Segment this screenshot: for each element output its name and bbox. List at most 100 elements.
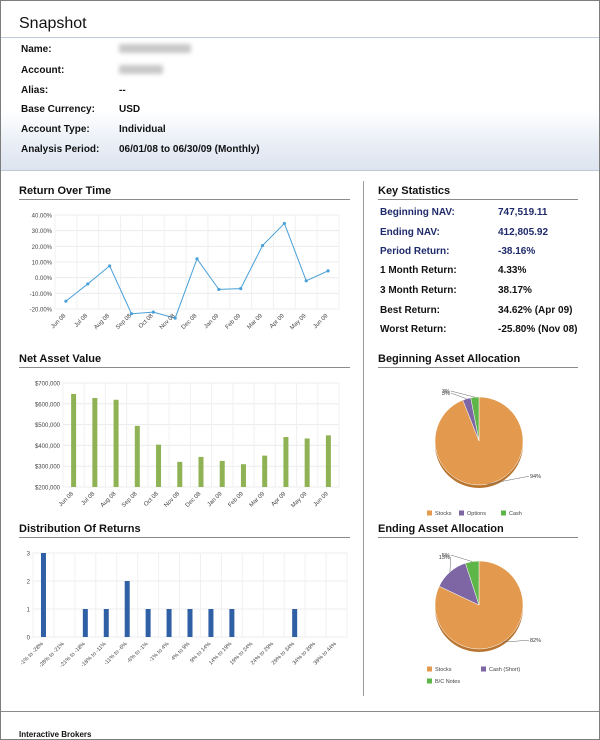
x-tick-label: Oct 08 xyxy=(143,491,160,508)
legend-swatch xyxy=(459,510,464,516)
x-tick-label: Sep 08 xyxy=(115,313,133,331)
x-tick-label: 39% to 44% xyxy=(313,641,338,666)
return-data-point xyxy=(282,221,286,226)
stat-label: Beginning NAV: xyxy=(380,207,455,218)
slice-label: 82% xyxy=(530,638,541,644)
return-data-point xyxy=(304,279,308,283)
section-ending-asset-allocation: Ending Asset Allocation xyxy=(378,523,578,538)
distribution-bar xyxy=(166,609,172,637)
footer-divider xyxy=(1,711,599,712)
slice-leader-line xyxy=(502,639,530,643)
x-tick-label: Apr 09 xyxy=(271,491,288,508)
account-value: -- xyxy=(119,85,126,96)
return-data-point xyxy=(239,287,243,291)
nav-bar xyxy=(304,438,310,487)
nav-bar xyxy=(113,399,119,487)
x-tick-label: Mar 09 xyxy=(246,313,264,331)
x-tick-label: Jun 08 xyxy=(58,491,75,508)
nav-bar xyxy=(283,437,289,487)
stat-value: 34.62% (Apr 09) xyxy=(498,305,573,316)
stat-label: Worst Return: xyxy=(380,324,447,335)
legend-label: Stocks xyxy=(435,667,452,673)
x-tick-label: -1% to 4% xyxy=(148,641,170,663)
section-return-over-time: Return Over Time xyxy=(19,185,350,200)
return-over-time-chart: 40.00% 30.00% 20.00% 10.00% 0.00% -10.00% -20.… xyxy=(30,214,340,332)
x-tick-label: Jun 09 xyxy=(313,313,330,330)
nav-bar xyxy=(92,397,98,487)
x-tick-label: Oct 08 xyxy=(138,313,155,330)
y-tick-label: 1 xyxy=(27,608,31,614)
y-tick-label: 0.00% xyxy=(35,276,53,282)
y-tick-label: $500,000 xyxy=(35,423,61,429)
x-tick-label: Feb 09 xyxy=(225,313,243,331)
slice-leader-line xyxy=(450,392,467,399)
y-tick-label: 3 xyxy=(27,552,31,558)
y-tick-label: 10.00% xyxy=(32,261,53,267)
slice-label: 5% xyxy=(442,553,450,559)
slice-label: 94% xyxy=(530,474,541,480)
beginning-allocation-pie-chart: 94%3%3%Stocks Options Cash xyxy=(427,389,541,517)
distribution-bar xyxy=(208,609,214,637)
y-tick-label: -20.00% xyxy=(30,308,53,314)
distribution-bar xyxy=(82,609,88,637)
y-tick-label: $700,000 xyxy=(35,382,61,388)
return-data-point xyxy=(173,316,177,320)
x-tick-label: Aug 08 xyxy=(93,313,111,331)
x-tick-label: May 09 xyxy=(289,313,308,332)
distribution-bar xyxy=(40,553,46,637)
stat-value: 4.33% xyxy=(498,265,527,276)
legend-label: Stocks xyxy=(435,511,452,517)
stat-value: -25.80% (Nov 08) xyxy=(498,324,578,335)
slice-label: 13% xyxy=(439,555,450,561)
stat-label: 3 Month Return: xyxy=(380,285,457,296)
account-label: Account: xyxy=(21,65,65,76)
return-data-point xyxy=(260,243,265,248)
x-tick-label: Mar 09 xyxy=(249,491,267,509)
account-label: Analysis Period: xyxy=(21,144,100,155)
nav-bar xyxy=(219,460,225,487)
x-tick-label: Jul 08 xyxy=(81,491,97,507)
nav-bar xyxy=(156,444,162,487)
distribution-bar xyxy=(229,609,235,637)
distribution-bar xyxy=(103,609,109,637)
y-tick-label: $300,000 xyxy=(35,465,61,471)
x-tick-label: Nov 08 xyxy=(163,491,181,509)
y-tick-label: $600,000 xyxy=(35,402,61,408)
legend-label: Cash (Short) xyxy=(489,667,520,673)
section-beginning-asset-allocation: Beginning Asset Allocation xyxy=(378,353,578,368)
return-data-point xyxy=(217,287,221,292)
ending-allocation-pie-chart: 82% 13%5% Stocks Cash (Short) B/C Notes xyxy=(427,553,541,685)
y-tick-label: -10.00% xyxy=(30,292,53,298)
x-tick-label: Feb 09 xyxy=(227,491,245,509)
stat-value: -38.16% xyxy=(498,246,536,257)
distribution-bar xyxy=(187,609,193,637)
account-value: USD xyxy=(119,104,141,115)
y-tick-label: $200,000 xyxy=(35,486,61,492)
nav-bar xyxy=(325,435,331,487)
legend-swatch xyxy=(427,678,432,684)
slice-leader-line xyxy=(450,554,473,562)
section-distribution-of-returns: Distribution Of Returns xyxy=(19,523,350,538)
distribution-bar xyxy=(145,609,151,637)
return-data-point xyxy=(195,257,199,261)
x-tick-label: Jun 09 xyxy=(313,491,330,508)
pie-slice xyxy=(465,560,480,606)
nav-bar xyxy=(71,393,77,487)
legend-swatch xyxy=(501,510,506,516)
section-key-statistics: Key Statistics xyxy=(378,185,578,200)
nav-bar xyxy=(177,461,183,487)
slice-leader-line xyxy=(487,475,530,485)
stat-label: Period Return: xyxy=(380,246,450,257)
nav-bar xyxy=(198,456,204,487)
x-tick-label: Jan 09 xyxy=(203,313,220,330)
page-title: Snapshot xyxy=(19,15,87,32)
x-tick-label: Jan 09 xyxy=(207,491,224,508)
slice-leader-line xyxy=(449,556,452,573)
return-data-point xyxy=(64,299,68,303)
nav-bar xyxy=(240,464,246,487)
x-tick-label: Aug 08 xyxy=(100,491,118,509)
y-tick-label: $400,000 xyxy=(35,444,61,450)
account-value-redacted xyxy=(119,65,163,77)
